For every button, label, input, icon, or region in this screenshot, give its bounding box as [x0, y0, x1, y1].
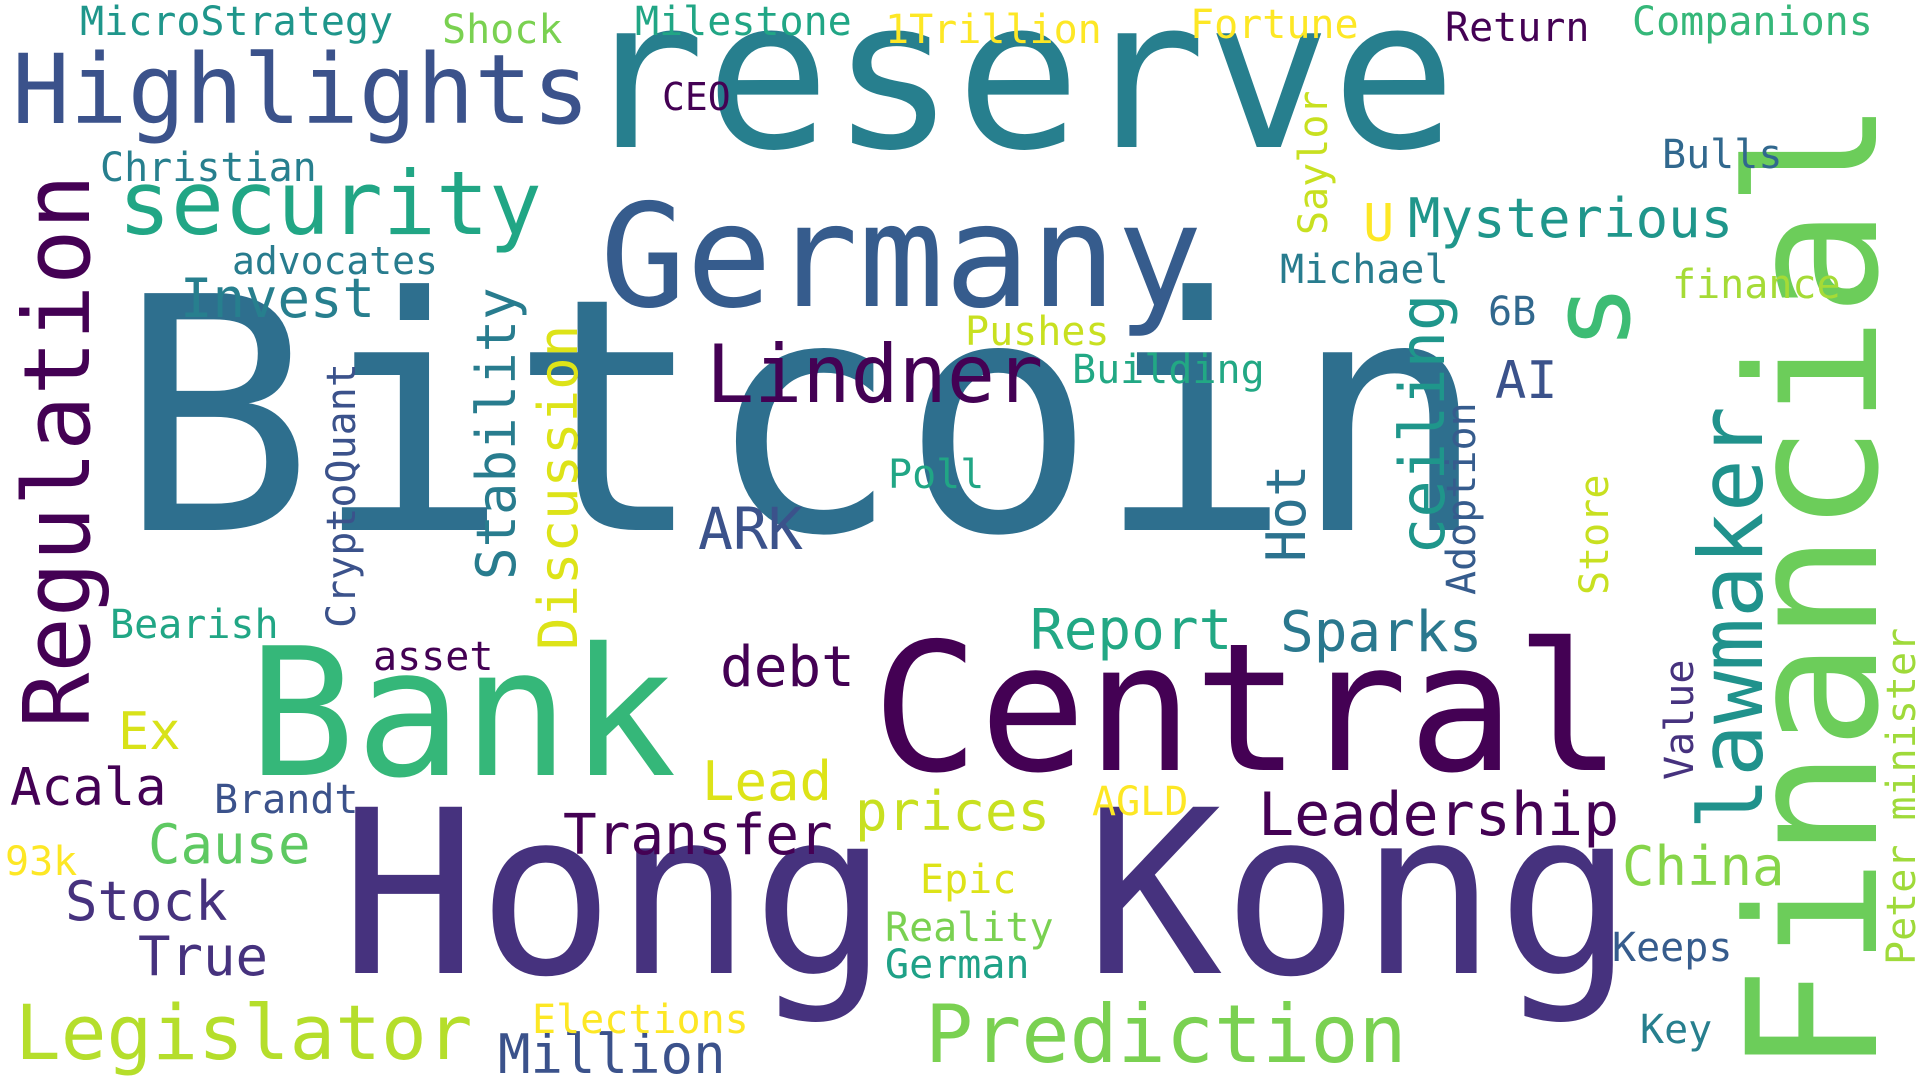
- word-acala: Acala: [10, 758, 167, 818]
- word-legislator: Legislator: [15, 988, 473, 1077]
- word-building: Building: [1072, 347, 1265, 393]
- word-advocates: advocates: [232, 239, 438, 283]
- word-finance: finance: [1672, 262, 1841, 308]
- word-christian: Christian: [100, 145, 317, 191]
- word-companions: Companions: [1632, 0, 1873, 45]
- word-value: Value: [1657, 659, 1703, 780]
- word-transfer: Transfer: [563, 803, 833, 868]
- word-asset: asset: [373, 634, 494, 680]
- word-u: U: [1363, 194, 1395, 254]
- word-key: Key: [1640, 1007, 1713, 1053]
- word-saylor: Saylor: [1291, 90, 1337, 236]
- word-reality: Reality: [885, 905, 1054, 951]
- word-highlights: Highlights: [12, 34, 590, 146]
- word-lead: Lead: [702, 750, 833, 813]
- word-cause: Cause: [148, 813, 311, 876]
- word-china: China: [1622, 835, 1785, 898]
- word-6b: 6B: [1488, 289, 1537, 335]
- word-german: German: [885, 942, 1030, 988]
- word-bitcoin: Bitcoin: [118, 228, 1488, 607]
- word-pushes: Pushes: [965, 309, 1110, 355]
- word-brandt: Brandt: [214, 777, 359, 823]
- word-epic: Epic: [920, 857, 1017, 903]
- word-kong: Kong: [1085, 761, 1635, 1027]
- word-reserve: reserve: [580, 0, 1457, 197]
- word-discussion: Discussion: [527, 324, 590, 650]
- word-trillion: 1Trillion: [885, 7, 1102, 53]
- word-return: Return: [1445, 5, 1590, 51]
- word-prices: prices: [855, 780, 1051, 843]
- word-bank: Bank: [248, 610, 677, 817]
- word-microstrategy: MicroStrategy: [80, 0, 394, 45]
- word-agld: AGLD: [1092, 779, 1189, 825]
- word-report: Report: [1030, 598, 1233, 663]
- word-93k: 93k: [5, 839, 78, 885]
- word-hong: Hong: [340, 761, 890, 1027]
- word-sparks: Sparks: [1280, 600, 1483, 665]
- word-poll: Poll: [888, 452, 985, 498]
- word-s: s: [1527, 283, 1655, 350]
- word-bearish: Bearish: [110, 602, 279, 648]
- word-lindner: Lindner: [706, 328, 1044, 421]
- word-ex: Ex: [118, 702, 181, 762]
- word-peter-minister: Peter minister: [1879, 627, 1920, 965]
- word-bulls: Bulls: [1662, 132, 1783, 178]
- word-true: True: [138, 925, 269, 988]
- word-leadership: Leadership: [1258, 780, 1620, 850]
- word-ceo: CEO: [662, 75, 731, 119]
- word-million: Million: [498, 1023, 726, 1080]
- word-ark: ARK: [698, 495, 803, 563]
- word-regulation: Regulation: [4, 174, 111, 728]
- word-debt: debt: [720, 635, 855, 700]
- word-prediction: Prediction: [925, 988, 1407, 1080]
- word-stock: Stock: [65, 870, 228, 933]
- word-cryptoquant: CryptoQuant: [319, 363, 365, 628]
- word-minister: minister: [1879, 627, 1920, 821]
- word-fortune: Fortune: [1190, 2, 1359, 48]
- word-hot: Hot: [1255, 464, 1318, 562]
- word-stability: Stability: [465, 287, 528, 580]
- word-milestone: Milestone: [635, 0, 852, 45]
- word-shock: Shock: [442, 7, 563, 53]
- word-mysterious: Mysterious: [1408, 187, 1734, 250]
- word-store: Store: [1572, 474, 1618, 595]
- word-adoption: Adoption: [1439, 402, 1485, 595]
- word-invest: Invest: [180, 267, 376, 330]
- word-elections: Elections: [532, 997, 749, 1043]
- word-security: security: [118, 152, 542, 255]
- word-ai: AI: [1495, 351, 1558, 411]
- word-central: Central: [872, 605, 1623, 812]
- word-peter: Peter: [1879, 844, 1920, 965]
- word-germany: Germany: [600, 173, 1203, 340]
- word-keeps: Keeps: [1612, 925, 1733, 971]
- word-michael: Michael: [1280, 247, 1449, 293]
